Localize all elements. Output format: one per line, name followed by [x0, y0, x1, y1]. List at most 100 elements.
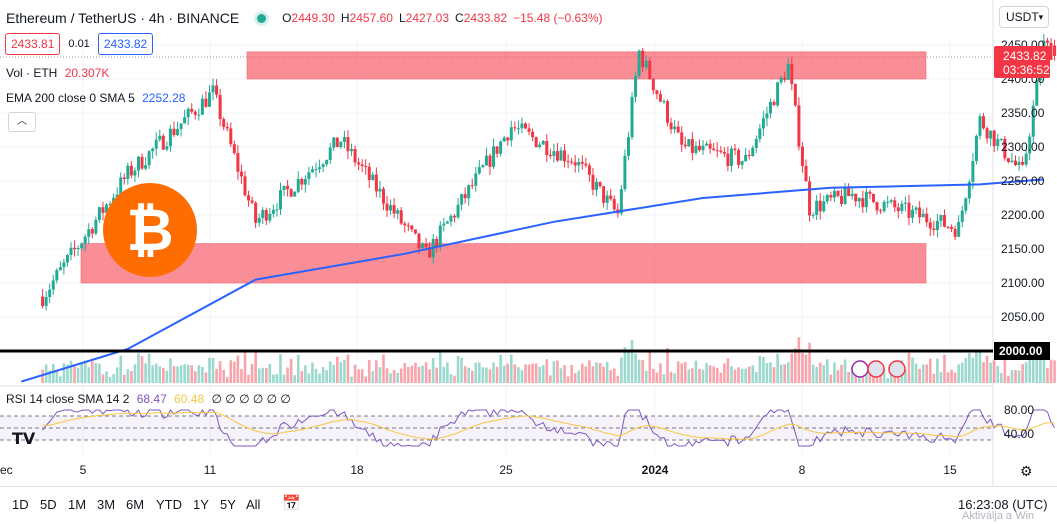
- bid-button[interactable]: 2433.81: [5, 33, 61, 55]
- candle-body: [438, 225, 442, 247]
- candle-body: [843, 187, 847, 204]
- currency-selector[interactable]: USDT ▾: [999, 6, 1049, 28]
- candle-body: [289, 189, 293, 197]
- volume-bar: [609, 369, 613, 383]
- ema-legend[interactable]: EMA 200 close 0 SMA 5 2252.28: [6, 91, 185, 105]
- candle-body: [499, 141, 503, 154]
- price-scale[interactable]: 2450.002400.002350.002300.002250.002200.…: [994, 38, 1050, 441]
- symbol-title[interactable]: Ethereum / TetherUS · 4h · BINANCE: [6, 10, 240, 26]
- volume-bar: [449, 374, 453, 383]
- volume-bar: [403, 362, 407, 383]
- volume-bar: [140, 356, 144, 383]
- candle-body: [857, 198, 861, 202]
- ask-button[interactable]: 2433.82: [97, 33, 154, 55]
- volume-bar: [808, 342, 811, 383]
- volume-bar: [222, 369, 225, 383]
- candle-body: [460, 194, 464, 205]
- volume-bar: [786, 362, 790, 383]
- candle-body: [492, 146, 496, 167]
- volume-bar: [666, 347, 669, 383]
- date-range-icon[interactable]: 📅: [282, 495, 301, 512]
- candle-body: [41, 296, 45, 307]
- volume-bar: [332, 364, 336, 383]
- volume-bar: [758, 355, 762, 383]
- candle-body: [953, 228, 957, 237]
- volume-bar: [648, 350, 652, 383]
- clock[interactable]: 16:23:08 (UTC): [958, 497, 1048, 512]
- candle-body: [822, 201, 826, 212]
- volume-bar: [300, 370, 304, 383]
- volume-bar: [957, 364, 960, 383]
- candle-body: [811, 214, 815, 216]
- candle-body: [825, 195, 829, 202]
- volume-bar: [1024, 362, 1028, 383]
- candle-body: [598, 181, 602, 187]
- volume-legend[interactable]: Vol · ETH 20.307K: [6, 66, 109, 80]
- candle-body: [516, 128, 520, 130]
- candle-body: [712, 148, 716, 151]
- volume-bar: [442, 366, 446, 383]
- candle-body: [921, 213, 925, 218]
- market-open-icon: [257, 13, 267, 23]
- settings-gear-icon[interactable]: ⚙: [1020, 463, 1033, 479]
- candle-body: [758, 128, 762, 139]
- volume-bar: [641, 360, 644, 383]
- volume-bar: [499, 354, 502, 383]
- timeframe-1y[interactable]: 1Y: [193, 497, 209, 512]
- volume-bar: [744, 368, 747, 383]
- timeframe-3m[interactable]: 3M: [97, 497, 116, 512]
- candle-body: [268, 213, 272, 221]
- volume-bar: [999, 373, 1003, 383]
- candle-body: [463, 194, 467, 199]
- candle-body: [44, 297, 48, 307]
- candle-body: [534, 137, 538, 148]
- timeframe-1d[interactable]: 1D: [12, 497, 29, 512]
- rsi-legend[interactable]: RSI 14 close SMA 14 2 68.47 60.48 ∅ ∅ ∅ …: [6, 392, 291, 406]
- volume-bar: [687, 369, 691, 383]
- candle-body: [744, 154, 748, 162]
- rsi-tick: 80.00: [1004, 403, 1034, 417]
- candle-body: [619, 189, 623, 214]
- candle-body: [563, 150, 567, 162]
- candle-body: [914, 207, 918, 210]
- volume-bar: [570, 364, 573, 383]
- volume-bar: [431, 358, 435, 383]
- volume-bar: [730, 366, 733, 383]
- volume-bar: [595, 362, 598, 383]
- candle-body: [83, 236, 87, 244]
- volume-bar: [960, 362, 964, 383]
- volume-bar: [772, 367, 776, 383]
- volume-bar: [410, 365, 414, 383]
- candle-body: [648, 60, 652, 79]
- candle-body: [506, 137, 510, 141]
- rsi-sma-legend-value: 60.48: [174, 392, 205, 406]
- candle-body: [971, 161, 975, 182]
- volume-bar: [172, 366, 176, 383]
- volume-bar: [470, 370, 474, 383]
- volume-bar: [158, 366, 162, 383]
- volume-bar: [495, 366, 499, 383]
- change-value: −15.48 (−0.63%): [513, 11, 603, 25]
- candle-body: [158, 135, 162, 140]
- volume-bar: [989, 362, 992, 383]
- candle-body: [815, 200, 819, 215]
- volume-bar: [147, 353, 151, 383]
- timeframe-6m[interactable]: 6M: [126, 497, 145, 512]
- timeframe-5d[interactable]: 5D: [40, 497, 57, 512]
- candles[interactable]: [41, 33, 1057, 311]
- volume-bar: [549, 375, 552, 383]
- timeframe-all[interactable]: All: [246, 497, 261, 512]
- candle-body: [584, 163, 588, 166]
- candle-body: [474, 173, 478, 186]
- timeframe-5y[interactable]: 5Y: [220, 497, 236, 512]
- candle-body: [939, 215, 943, 221]
- event-flag-icon: [867, 360, 885, 378]
- timeframe-1m[interactable]: 1M: [68, 497, 87, 512]
- time-axis[interactable]: ec 5 11 18 25 2024 8 15: [0, 463, 957, 477]
- symbol-header[interactable]: Ethereum / TetherUS · 4h · BINANCE O 2449…: [6, 8, 609, 28]
- timeframe-ytd[interactable]: YTD: [156, 497, 182, 512]
- collapse-legend-button[interactable]: ︿: [8, 112, 36, 132]
- candle-body: [729, 148, 733, 166]
- volume-bar: [353, 364, 357, 383]
